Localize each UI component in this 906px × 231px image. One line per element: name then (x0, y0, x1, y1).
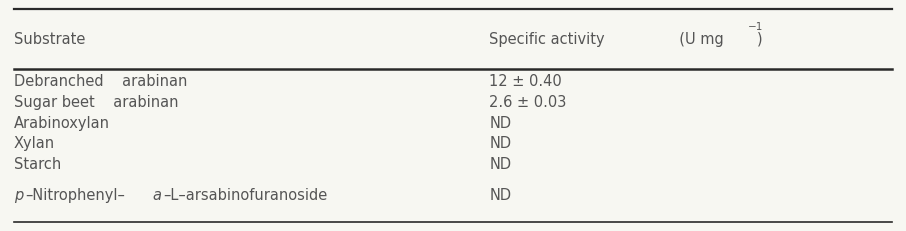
Text: Debranched    arabinan: Debranched arabinan (14, 74, 187, 89)
Text: 12 ± 0.40: 12 ± 0.40 (489, 74, 562, 89)
Text: Substrate: Substrate (14, 32, 85, 47)
Text: ): ) (757, 32, 762, 47)
Text: Arabinoxylan: Arabinoxylan (14, 116, 110, 131)
Text: Specific activity: Specific activity (489, 32, 605, 47)
Text: 2.6 ± 0.03: 2.6 ± 0.03 (489, 95, 566, 110)
Text: Sugar beet    arabinan: Sugar beet arabinan (14, 95, 178, 110)
Text: ND: ND (489, 188, 511, 203)
Text: p: p (14, 188, 23, 203)
Text: –L–arsabinofuranoside: –L–arsabinofuranoside (163, 188, 327, 203)
Text: ND: ND (489, 136, 511, 151)
Text: ND: ND (489, 157, 511, 172)
Text: a: a (152, 188, 161, 203)
Text: ND: ND (489, 116, 511, 131)
Text: –Nitrophenyl–: –Nitrophenyl– (25, 188, 125, 203)
Text: Starch: Starch (14, 157, 61, 172)
Text: Xylan: Xylan (14, 136, 54, 151)
Text: (U mg: (U mg (670, 32, 724, 47)
Text: −1: −1 (747, 21, 763, 32)
